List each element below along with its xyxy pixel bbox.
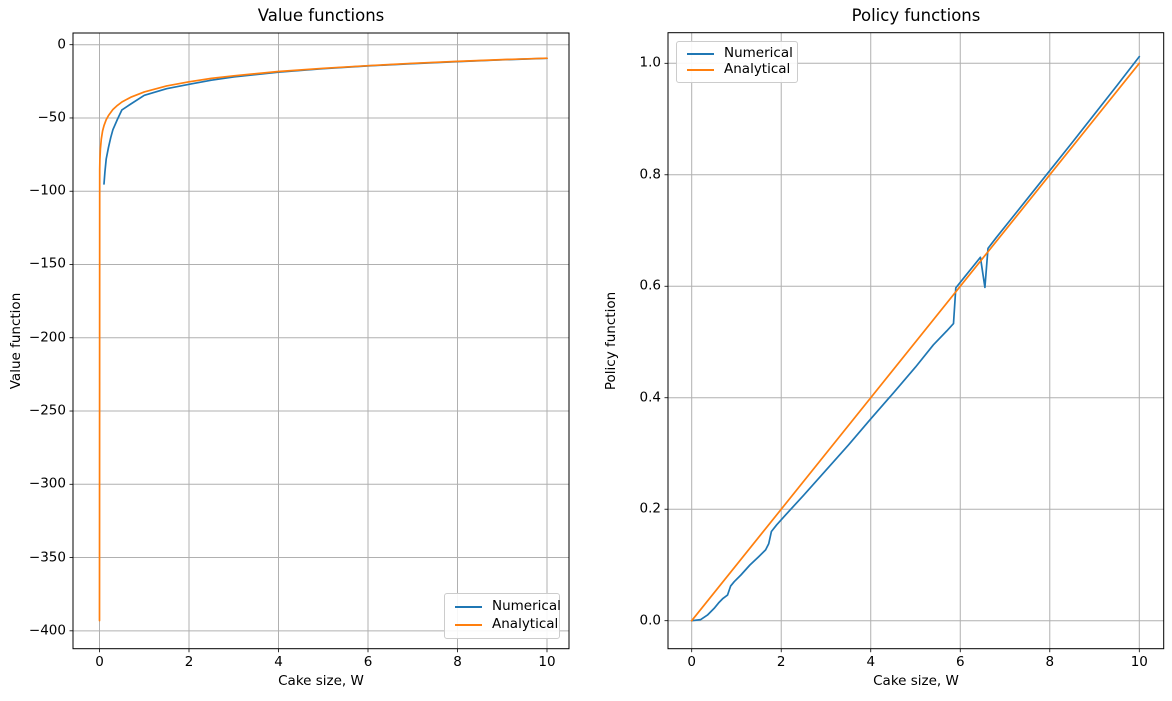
right-plot-ytick: 0.6 bbox=[639, 277, 661, 294]
legend-label-numerical: Numerical bbox=[492, 598, 561, 615]
right-plot-ytick: 0.8 bbox=[639, 166, 661, 183]
left-plot-title: Value functions bbox=[257, 6, 385, 25]
left-plot-ytick: −400 bbox=[28, 622, 66, 639]
right-plot-ytick: 1.0 bbox=[639, 54, 661, 71]
left-plot-xtick: 2 bbox=[184, 654, 194, 670]
left-plot-ytick: −350 bbox=[28, 548, 66, 565]
right-plot-xtick: 4 bbox=[866, 654, 876, 670]
left-plot-xlabel: Cake size, W bbox=[278, 673, 364, 689]
numerical-line-sample bbox=[687, 52, 714, 56]
legend-label-analytical: Analytical bbox=[492, 616, 559, 633]
right-plot-xtick: 6 bbox=[955, 654, 965, 670]
left-plot-xtick: 10 bbox=[538, 654, 556, 670]
left-plot-ylabel: Value function bbox=[8, 292, 24, 390]
legend-item-numerical: Numerical bbox=[455, 598, 561, 616]
right-plot-ytick: 0.2 bbox=[639, 500, 661, 517]
analytical-line-sample bbox=[687, 68, 714, 72]
right-plot-legend: Numerical Analytical bbox=[676, 41, 798, 83]
right-plot-xtick: 0 bbox=[687, 654, 696, 670]
left-plot-legend: Numerical Analytical bbox=[444, 593, 561, 639]
left-plot-ytick: −150 bbox=[28, 255, 66, 272]
left-plot-xtick: 4 bbox=[274, 654, 283, 670]
left-plot-ytick: −200 bbox=[28, 329, 66, 345]
legend-label-numerical: Numerical bbox=[724, 45, 793, 62]
right-plot-xtick: 10 bbox=[1130, 654, 1148, 670]
legend-label-analytical: Analytical bbox=[724, 61, 791, 78]
legend-item-numerical: Numerical bbox=[687, 46, 793, 62]
numerical-line-sample bbox=[455, 605, 482, 609]
left-plot-xtick: 8 bbox=[453, 654, 462, 670]
left-plot-ytick: −300 bbox=[28, 475, 66, 492]
left-plot-xtick: 6 bbox=[363, 654, 373, 670]
right-plot-xlabel: Cake size, W bbox=[873, 673, 959, 689]
legend-item-analytical: Analytical bbox=[687, 61, 791, 78]
right-plot-ylabel: Policy function bbox=[603, 291, 619, 391]
left-plot-xtick: 0 bbox=[95, 654, 104, 670]
right-plot-ytick: 0.4 bbox=[639, 388, 661, 405]
left-plot-ytick: −250 bbox=[28, 402, 66, 419]
right-plot-title: Policy functions bbox=[851, 6, 981, 25]
legend-item-analytical: Analytical bbox=[455, 616, 558, 634]
left-plot-ytick: 0 bbox=[57, 35, 66, 52]
right-plot-xtick: 2 bbox=[776, 654, 786, 670]
left-plot-ytick: −50 bbox=[37, 109, 67, 126]
left-plot-ytick: −100 bbox=[28, 182, 66, 199]
right-plot-ytick: 0.0 bbox=[639, 611, 661, 628]
analytical-line-sample bbox=[455, 623, 482, 627]
right-plot-xtick: 8 bbox=[1045, 654, 1055, 670]
